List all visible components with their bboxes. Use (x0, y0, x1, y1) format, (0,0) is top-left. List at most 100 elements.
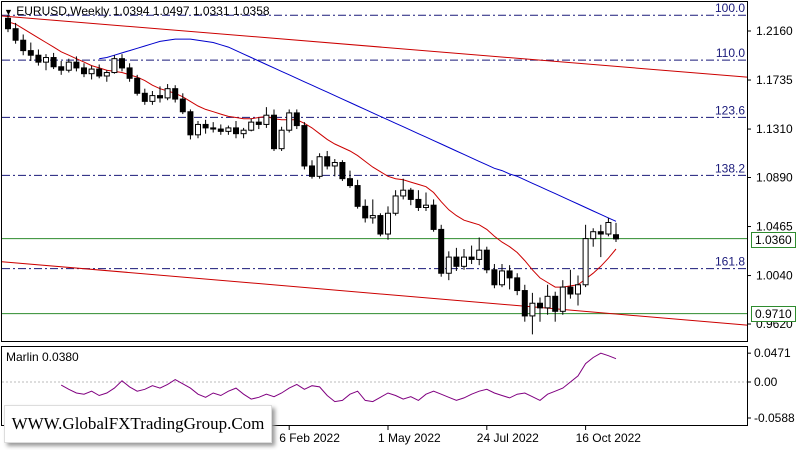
candle[interactable] (605, 217, 612, 237)
candle-body (141, 92, 148, 102)
candle[interactable] (5, 14, 11, 33)
candle[interactable] (567, 269, 574, 299)
candle[interactable] (20, 34, 27, 56)
candle[interactable] (233, 120, 239, 139)
candle[interactable] (58, 60, 65, 75)
candle[interactable] (81, 63, 87, 78)
candle[interactable] (126, 63, 133, 82)
candle[interactable] (141, 88, 148, 105)
candle[interactable] (423, 192, 429, 211)
candle[interactable] (240, 127, 247, 139)
candle[interactable] (187, 109, 194, 140)
candle-body (126, 67, 133, 79)
candle[interactable] (149, 90, 156, 105)
candle[interactable] (521, 284, 528, 322)
candle[interactable] (483, 246, 490, 274)
candle[interactable] (263, 107, 270, 128)
candle[interactable] (164, 84, 171, 101)
candle[interactable] (392, 190, 399, 216)
candle[interactable] (278, 126, 285, 151)
header-arrow-icon: ▼ (4, 7, 13, 17)
candle[interactable] (157, 86, 163, 103)
candle[interactable] (339, 160, 346, 181)
candle[interactable] (415, 190, 422, 211)
candle[interactable] (438, 224, 445, 277)
candle[interactable] (476, 237, 483, 266)
candle[interactable] (559, 280, 566, 315)
candle[interactable] (377, 213, 384, 237)
candle[interactable] (202, 119, 209, 134)
candle[interactable] (65, 58, 72, 73)
candle[interactable] (88, 65, 95, 80)
candle[interactable] (331, 159, 338, 177)
candle-body (286, 112, 293, 131)
candle-body (119, 58, 125, 69)
candle[interactable] (347, 170, 353, 188)
candle-body (468, 256, 475, 260)
candle[interactable] (96, 64, 103, 79)
time-label: 6 Feb 2022 (279, 431, 340, 445)
candle[interactable] (119, 54, 125, 72)
candle[interactable] (407, 187, 414, 206)
candle[interactable] (111, 55, 118, 74)
candle[interactable] (354, 179, 361, 209)
candle[interactable] (316, 153, 323, 179)
candle[interactable] (43, 54, 49, 71)
candle[interactable] (73, 56, 80, 72)
candle[interactable] (362, 199, 369, 223)
time-axis: 6 Feb 2022 1 May 2022 24 Jul 2022 16 Oct 20… (279, 426, 641, 445)
candle-body (202, 123, 209, 129)
candle[interactable] (613, 222, 619, 242)
candle[interactable] (506, 265, 513, 290)
candle[interactable] (499, 264, 505, 288)
candle[interactable] (453, 247, 460, 271)
candle[interactable] (597, 224, 604, 258)
candle[interactable] (286, 109, 293, 133)
candle[interactable] (301, 122, 308, 170)
symbol-timeframe: EURUSD,Weekly (16, 4, 110, 18)
candle-body (271, 114, 277, 150)
candle[interactable] (544, 284, 551, 315)
candle[interactable] (134, 74, 141, 96)
candle[interactable] (225, 125, 232, 135)
candle[interactable] (293, 109, 300, 130)
candle[interactable] (491, 264, 498, 289)
candle-body (324, 156, 331, 167)
candle[interactable] (529, 292, 536, 335)
candle[interactable] (248, 118, 255, 132)
candle-body (316, 156, 323, 177)
candle[interactable] (179, 93, 186, 115)
candle[interactable] (271, 109, 277, 151)
candle[interactable] (537, 297, 543, 322)
candle[interactable] (575, 275, 581, 306)
candle[interactable] (461, 249, 467, 270)
candle[interactable] (103, 70, 110, 82)
candle[interactable] (217, 124, 224, 135)
candle[interactable] (590, 228, 597, 247)
candle[interactable] (12, 22, 19, 44)
candle[interactable] (195, 120, 201, 139)
candle[interactable] (582, 224, 589, 288)
candle[interactable] (35, 49, 42, 66)
candle[interactable] (400, 178, 407, 200)
candle-body (240, 129, 247, 135)
candle[interactable] (385, 206, 391, 240)
candle[interactable] (552, 291, 559, 322)
candle[interactable] (210, 122, 217, 133)
candle[interactable] (27, 42, 34, 61)
candle[interactable] (514, 273, 521, 296)
candle[interactable] (369, 199, 376, 224)
ma-fast-line (7, 21, 617, 288)
candle[interactable] (445, 251, 452, 281)
candle[interactable] (324, 150, 331, 170)
candle[interactable] (50, 52, 57, 70)
candle-body (537, 302, 543, 309)
candles[interactable] (5, 14, 619, 335)
candle[interactable] (255, 117, 262, 130)
candle[interactable] (430, 199, 437, 232)
candle-body (521, 290, 528, 317)
candle[interactable] (172, 85, 179, 103)
candle[interactable] (309, 160, 315, 179)
candle[interactable] (468, 245, 475, 265)
